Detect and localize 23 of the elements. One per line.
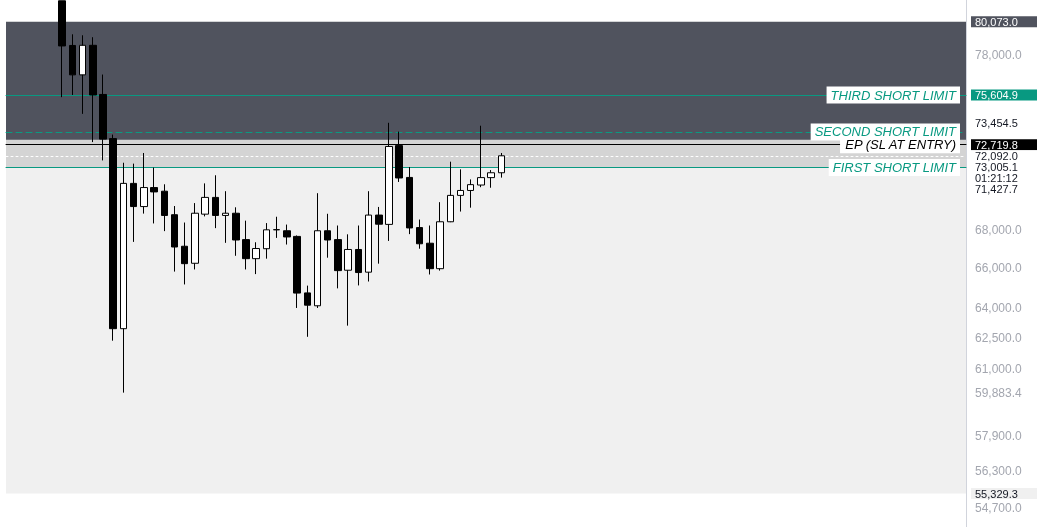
y-tick-label: 75,604.9 (975, 89, 1018, 102)
y-tick-label: 64,000.0 (975, 300, 1023, 315)
y-tick-label: 78,000.0 (975, 48, 1023, 63)
text: 01:21:12 (975, 171, 1018, 184)
y-tick-label: 61,000.0 (975, 362, 1023, 377)
y-tick-label: 57,900.0 (975, 428, 1023, 443)
text: 73,005.1 (975, 160, 1018, 173)
y-tick-label: 54,700.0 (975, 501, 1023, 516)
text: 71,427.7 (975, 182, 1018, 195)
y-tick-label: 62,500.0 (975, 331, 1023, 346)
y-tick-label: 56,300.0 (975, 464, 1023, 479)
y-tick-label: 66,000.0 (975, 261, 1023, 276)
ref-line-label: SECOND SHORT LIMIT (814, 124, 958, 140)
y-tick-label: 72,092.0 (975, 149, 1018, 162)
ref-line-label: EP (SL AT ENTRY) (845, 137, 956, 153)
y-tick-label: 80,073.0 (975, 15, 1018, 28)
text: 73,454.5 (975, 116, 1018, 129)
y-tick-label: 68,000.0 (975, 223, 1023, 238)
ref-line-label: THIRD SHORT LIMIT (830, 87, 958, 103)
y-tick-label: 59,883.4 (975, 385, 1023, 400)
y-tick-label: 55,329.3 (975, 487, 1018, 500)
ref-line-label: FIRST SHORT LIMIT (832, 160, 958, 176)
y-tick-label: 72,719.8 (975, 138, 1018, 151)
